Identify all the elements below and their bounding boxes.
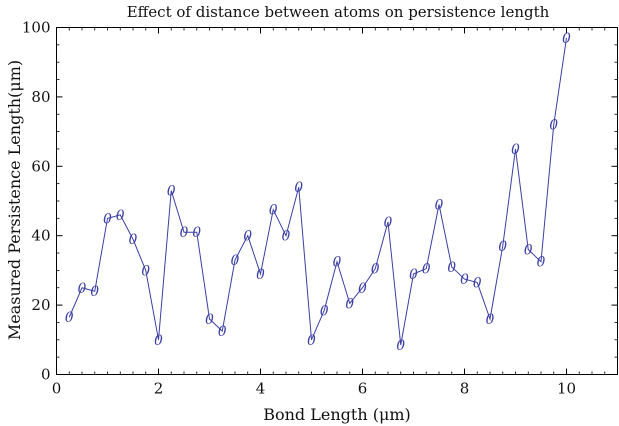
series-line bbox=[68, 37, 567, 346]
data-point: 0 bbox=[218, 324, 227, 340]
chart-title: Effect of distance between atoms on pers… bbox=[127, 3, 550, 21]
data-point: 0 bbox=[511, 142, 520, 158]
x-tick-label: 4 bbox=[256, 380, 266, 398]
data-point: 0 bbox=[307, 333, 316, 349]
y-tick-label: 100 bbox=[22, 19, 51, 37]
data-point: 0 bbox=[205, 312, 214, 328]
data-point: 0 bbox=[435, 197, 444, 213]
y-tick-label: 20 bbox=[31, 296, 50, 314]
data-point: 0 bbox=[524, 243, 533, 259]
data-point: 0 bbox=[422, 262, 431, 278]
data-point: 0 bbox=[333, 255, 342, 271]
data-point: 0 bbox=[154, 333, 163, 349]
data-point: 0 bbox=[294, 180, 303, 196]
data-point: 0 bbox=[192, 225, 201, 241]
data-point: 0 bbox=[358, 281, 367, 297]
data-point: 0 bbox=[396, 338, 405, 354]
x-tick-label: 8 bbox=[460, 380, 470, 398]
y-tick-label: 0 bbox=[41, 366, 51, 384]
data-point: 0 bbox=[167, 184, 176, 200]
data-point: 0 bbox=[384, 215, 393, 231]
data-point: 0 bbox=[231, 253, 240, 269]
x-tick-label: 10 bbox=[557, 380, 576, 398]
data-point: 0 bbox=[129, 232, 138, 248]
data-point: 0 bbox=[498, 239, 507, 255]
data-point: 0 bbox=[116, 208, 125, 224]
data-point: 0 bbox=[460, 272, 469, 288]
x-tick-label: 6 bbox=[358, 380, 368, 398]
y-tick-label: 40 bbox=[31, 227, 50, 245]
data-point: 0 bbox=[282, 229, 291, 245]
data-point: 0 bbox=[473, 276, 482, 292]
data-point: 0 bbox=[537, 255, 546, 271]
data-point: 0 bbox=[345, 296, 354, 312]
data-point: 0 bbox=[256, 267, 265, 283]
data-point: 0 bbox=[549, 118, 558, 134]
y-tick-label: 80 bbox=[31, 88, 50, 106]
y-axis-title: Measured Persistence Length(μm) bbox=[5, 60, 24, 340]
data-point: 0 bbox=[103, 211, 112, 227]
data-point: 0 bbox=[180, 225, 189, 241]
data-point: 0 bbox=[269, 203, 278, 219]
data-point: 0 bbox=[90, 284, 99, 300]
data-point: 0 bbox=[65, 310, 74, 326]
data-point: 0 bbox=[141, 263, 150, 279]
data-point: 0 bbox=[447, 260, 456, 276]
data-point: 0 bbox=[486, 312, 495, 328]
data-point: 0 bbox=[371, 262, 380, 278]
data-point: 0 bbox=[78, 281, 87, 297]
x-tick-label: 0 bbox=[52, 380, 62, 398]
data-point: 0 bbox=[409, 267, 418, 283]
y-tick-label: 60 bbox=[31, 157, 50, 175]
x-axis-title: Bond Length (μm) bbox=[263, 405, 411, 424]
data-point: 0 bbox=[320, 303, 329, 319]
data-point: 0 bbox=[243, 229, 252, 245]
x-tick-label: 2 bbox=[154, 380, 164, 398]
data-point: 0 bbox=[562, 31, 571, 47]
plot-area bbox=[56, 27, 618, 375]
